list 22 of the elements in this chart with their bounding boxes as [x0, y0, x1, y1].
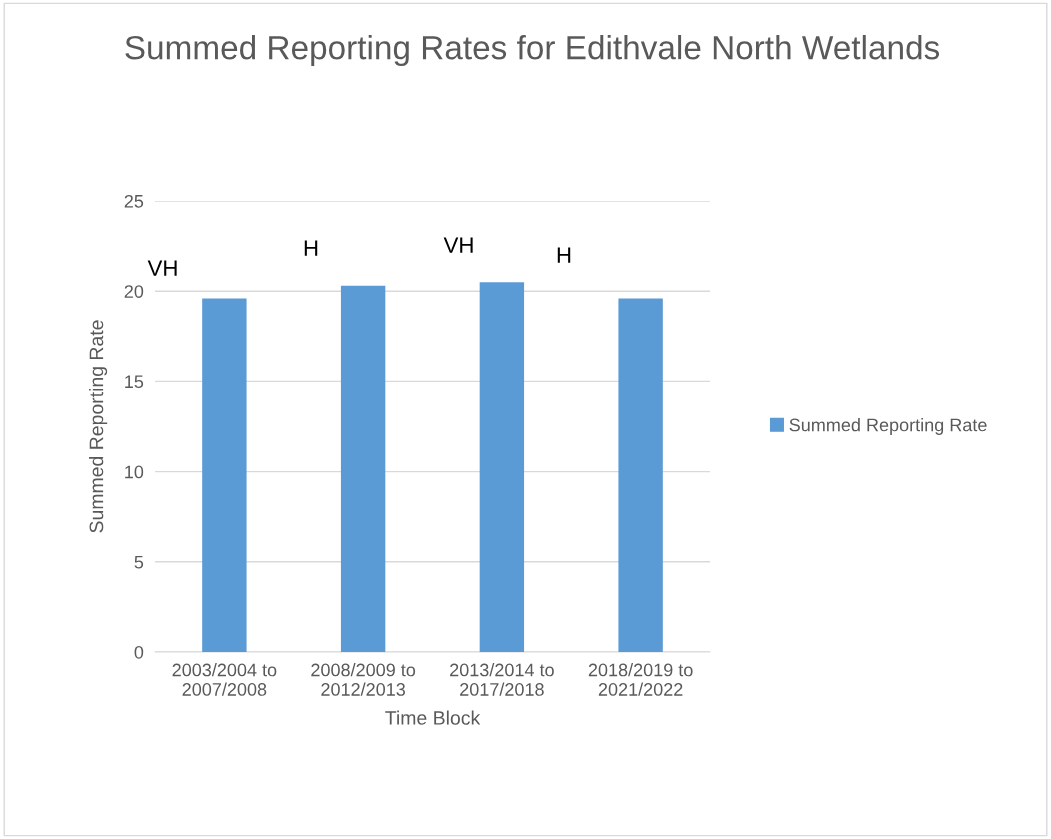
annotation: H	[557, 247, 571, 263]
bar	[340, 285, 386, 652]
x-tick-label: 2013/2014 to 2017/2018	[450, 663, 554, 696]
annotation: VH	[443, 237, 473, 253]
y-tick-label: 5	[134, 555, 144, 569]
bar	[202, 298, 247, 652]
y-tick-label: 15	[125, 375, 144, 389]
chart-title: Summed Reporting Rates for Edithvale North Wetlands	[125, 35, 940, 67]
y-tick-label: 10	[125, 465, 144, 479]
x-tick-label: 2018/2019 to 2021/2022	[588, 663, 693, 696]
annotation: H	[304, 240, 318, 256]
y-tick-label: 20	[124, 285, 144, 298]
y-tick-label: 0	[134, 645, 144, 659]
annotation: VH	[147, 260, 177, 276]
x-tick-label: 2003/2004 to 2007/2008	[172, 663, 277, 696]
bar	[479, 282, 525, 652]
legend-label: Summed Reporting Rate	[789, 418, 987, 435]
bar	[618, 298, 663, 652]
y-tick-label: 25	[124, 194, 144, 208]
y-axis-title: Summed Reporting Rate	[89, 320, 108, 533]
x-axis-title: Time Block	[385, 710, 481, 725]
x-tick-label: 2008/2009 to 2012/2013	[311, 663, 416, 696]
